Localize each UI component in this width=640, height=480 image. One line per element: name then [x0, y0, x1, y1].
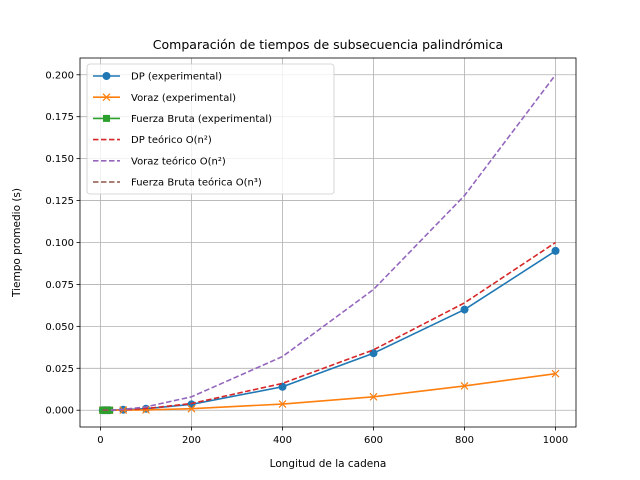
legend-label: Fuerza Bruta teórica O(n³)	[131, 177, 262, 189]
x-tick-label: 600	[364, 435, 383, 446]
legend-marker	[102, 93, 111, 102]
data-point	[369, 392, 378, 401]
y-tick-label: 0.150	[45, 154, 74, 165]
series-layer	[98, 74, 560, 415]
data-point	[187, 400, 196, 409]
y-tick-label: 0.200	[45, 70, 74, 81]
legend: DP (experimental) Voraz (experimental) Fue…	[86, 63, 335, 195]
data-point	[187, 404, 196, 413]
y-axis-label: Tiempo promedio (s)	[11, 188, 23, 298]
y-tick-label: 0.175	[45, 112, 74, 123]
legend-entry: Fuerza Bruta teórica O(n³)	[93, 177, 262, 189]
y-tick-label: 0.125	[45, 196, 74, 207]
legend-marker	[103, 114, 110, 122]
legend-entry: DP (experimental)	[93, 72, 222, 83]
chart-title: Comparación de tiempos de subsecuencia p…	[153, 37, 503, 52]
legend-box	[86, 63, 335, 195]
legend-entry: Voraz teórico O(n²)	[93, 155, 226, 167]
x-tick-label: 1000	[543, 435, 568, 446]
data-point	[460, 305, 469, 314]
y-tick-label: 0.025	[45, 364, 74, 375]
legend-label: Voraz (experimental)	[131, 93, 236, 104]
legend-label: DP teórico O(n²)	[131, 134, 212, 146]
x-axis-label: Longitud de la cadena	[270, 458, 387, 470]
data-point	[278, 382, 287, 391]
x-tick-label: 0	[97, 435, 103, 446]
data-point	[551, 246, 560, 255]
legend-entry: Voraz (experimental)	[93, 93, 236, 104]
legend-marker	[102, 72, 111, 80]
tick-layer: 0 200 400 600 800 1000 0.000 0.025 0.050 0.075 0.1…	[45, 70, 568, 446]
legend-label: DP (experimental)	[131, 72, 222, 83]
x-tick-label: 200	[182, 435, 201, 446]
legend-entry: DP teórico O(n²)	[93, 134, 212, 146]
y-tick-label: 0.050	[45, 322, 74, 333]
x-tick-label: 800	[455, 435, 474, 446]
data-point	[278, 400, 287, 408]
data-point	[106, 406, 114, 414]
x-tick-label: 400	[273, 435, 292, 446]
legend-label: Voraz teórico O(n²)	[131, 155, 226, 167]
legend-label: Fuerza Bruta (experimental)	[131, 114, 272, 125]
data-point	[460, 381, 469, 390]
legend-entry: Fuerza Bruta (experimental)	[93, 114, 272, 125]
data-point	[551, 369, 560, 378]
y-tick-label: 0.075	[45, 280, 74, 291]
y-tick-label: 0.100	[45, 238, 74, 249]
y-tick-label: 0.000	[45, 406, 74, 417]
